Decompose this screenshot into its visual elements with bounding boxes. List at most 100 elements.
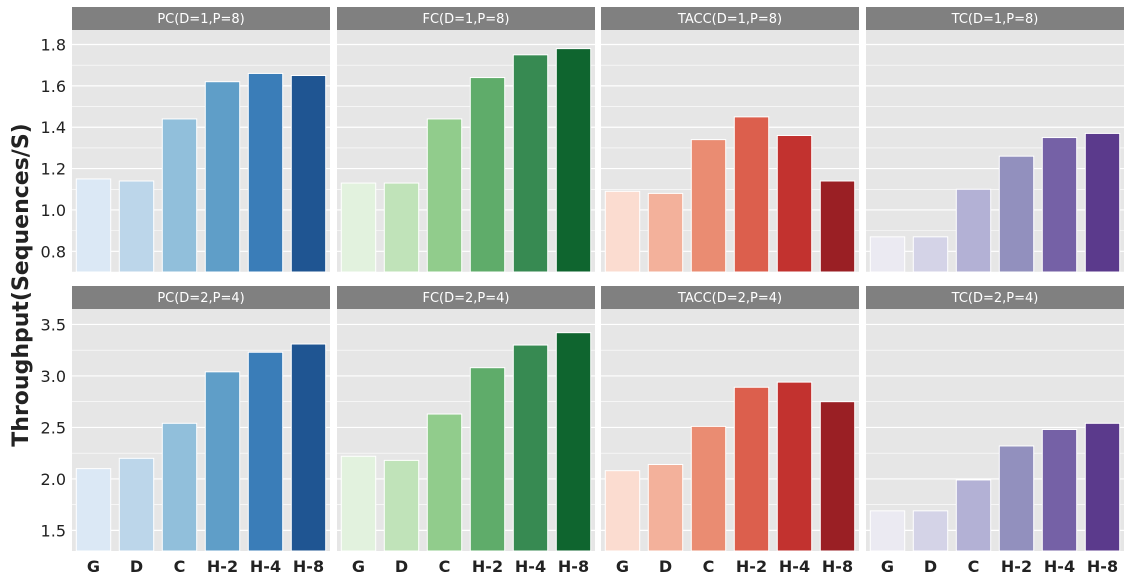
x-tick-label: D [395, 557, 408, 576]
bar-h-2 [733, 386, 770, 552]
bar-g [604, 190, 641, 273]
facet-title: PC(D=2,P=4) [157, 291, 244, 306]
facet-strip [601, 286, 859, 309]
facet-title: PC(D=1,P=8) [157, 12, 244, 27]
y-tick-label: 1.0 [41, 201, 66, 220]
bar-h-4 [247, 351, 284, 552]
y-tick-label: 2.5 [41, 418, 66, 437]
bar-d [912, 236, 949, 273]
x-tick-label: H-8 [822, 557, 853, 576]
bar-h-4 [247, 72, 284, 273]
bar-h-4 [776, 381, 813, 552]
y-tick-label: 1.2 [41, 160, 66, 179]
bar-d [118, 180, 155, 273]
bar-c [161, 118, 198, 273]
y-tick-label: 2.0 [41, 470, 66, 489]
y-tick-label: 3.5 [41, 315, 66, 334]
x-tick-label: C [968, 557, 980, 576]
facet-title: FC(D=1,P=8) [422, 12, 509, 27]
x-tick-label: G [87, 557, 100, 576]
bar-g [869, 510, 906, 552]
facet-strip [866, 7, 1124, 30]
bar-h-2 [998, 445, 1035, 552]
bar-h-8 [555, 332, 592, 552]
bar-h-8 [819, 180, 856, 273]
bar-g [75, 468, 112, 552]
bar-d [383, 182, 420, 273]
x-tick-label: H-4 [515, 557, 546, 576]
bar-g [869, 236, 906, 273]
x-tick-label: C [703, 557, 715, 576]
facet-title: TACC(D=2,P=4) [677, 291, 782, 306]
y-tick-label: 1.8 [41, 35, 66, 54]
y-axis-label: Throughput(Sequences/S) [9, 123, 34, 446]
y-tick-label: 1.5 [41, 521, 66, 540]
y-tick-label: 1.4 [41, 118, 66, 137]
x-tick-label: D [924, 557, 937, 576]
x-tick-label: G [616, 557, 629, 576]
bar-h-2 [733, 116, 770, 273]
x-tick-label: C [439, 557, 451, 576]
bar-d [118, 457, 155, 552]
bar-c [426, 118, 463, 273]
bar-g [340, 455, 377, 552]
bar-h-2 [204, 81, 241, 273]
bar-g [604, 470, 641, 552]
panel-background [337, 309, 595, 551]
bar-h-8 [290, 75, 327, 273]
x-tick-label: H-2 [207, 557, 238, 576]
panel-background [72, 309, 330, 551]
panel-background [866, 30, 1124, 272]
panel-background [601, 309, 859, 551]
facet-title: TC(D=2,P=4) [951, 291, 1039, 306]
bar-d [912, 510, 949, 552]
bar-h-4 [512, 54, 549, 273]
panel-background [72, 30, 330, 272]
bar-g [340, 182, 377, 273]
y-tick-label: 3.0 [41, 367, 66, 386]
x-tick-label: C [174, 557, 186, 576]
x-tick-label: H-2 [736, 557, 767, 576]
x-tick-label: H-8 [1087, 557, 1118, 576]
bar-h-8 [1084, 422, 1121, 552]
bar-h-8 [555, 48, 592, 273]
x-tick-label: H-8 [293, 557, 324, 576]
bar-d [647, 192, 684, 273]
bar-c [690, 139, 727, 273]
facet-strip [72, 7, 330, 30]
facet-title: TC(D=1,P=8) [951, 12, 1039, 27]
bar-h-2 [998, 155, 1035, 273]
bar-c [161, 422, 198, 552]
bar-h-2 [204, 371, 241, 552]
x-tick-label: D [130, 557, 143, 576]
bar-h-8 [1084, 132, 1121, 273]
bar-c [426, 413, 463, 552]
bar-h-4 [512, 344, 549, 552]
x-tick-label: G [881, 557, 894, 576]
panel-background [866, 309, 1124, 551]
bar-h-8 [290, 343, 327, 552]
bar-h-4 [1041, 428, 1078, 552]
x-tick-label: H-2 [472, 557, 503, 576]
x-tick-label: H-4 [1044, 557, 1075, 576]
bar-h-2 [469, 77, 506, 273]
bar-c [955, 479, 992, 552]
panel-background [337, 30, 595, 272]
x-tick-label: H-8 [558, 557, 589, 576]
facet-strip [337, 286, 595, 309]
x-tick-label: H-4 [779, 557, 810, 576]
bar-d [383, 459, 420, 552]
x-tick-label: D [659, 557, 672, 576]
y-tick-label: 1.6 [41, 77, 66, 96]
bar-c [690, 425, 727, 552]
bar-h-4 [776, 134, 813, 273]
bar-h-8 [819, 401, 856, 552]
facet-strip [866, 286, 1124, 309]
facet-strip [337, 7, 595, 30]
y-tick-label: 0.8 [41, 242, 66, 261]
facet-title: TACC(D=1,P=8) [677, 12, 782, 27]
bar-h-2 [469, 367, 506, 552]
facet-strip [72, 286, 330, 309]
facet-strip [601, 7, 859, 30]
